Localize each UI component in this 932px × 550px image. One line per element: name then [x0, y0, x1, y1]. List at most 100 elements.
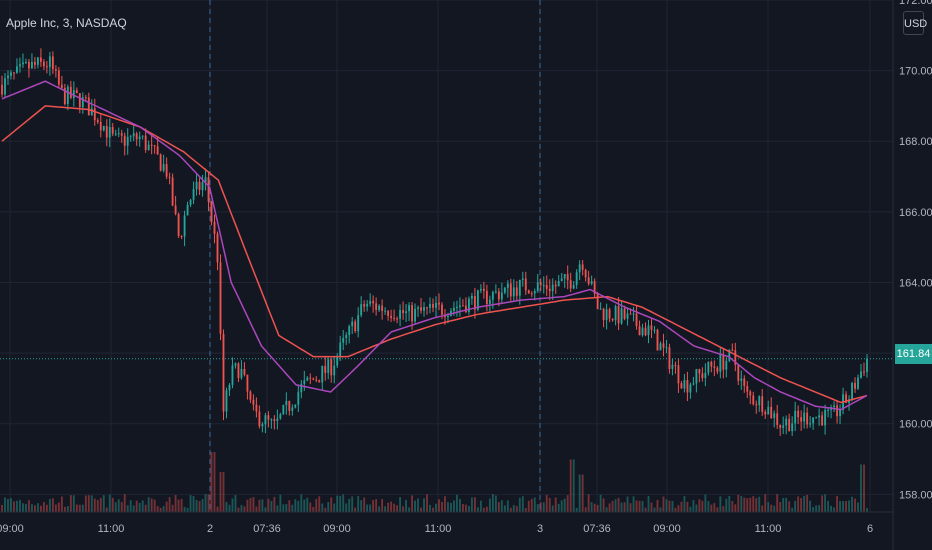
candle — [276, 409, 279, 430]
volume-bar — [596, 504, 599, 512]
volume-bar — [333, 503, 336, 512]
candle-body — [812, 417, 815, 424]
volume-bar — [761, 505, 764, 512]
volume-bar — [351, 496, 354, 512]
candle-body — [147, 144, 150, 150]
volume-bar — [854, 498, 856, 512]
candle-body — [369, 300, 372, 304]
candle — [129, 134, 132, 142]
volume-bar — [836, 495, 838, 512]
candle-body — [806, 412, 809, 425]
candle-body — [429, 304, 431, 308]
candle-body — [273, 419, 276, 421]
volume-bar — [824, 494, 827, 512]
volume-bar — [608, 503, 611, 512]
candle-body — [255, 404, 258, 412]
volume-bar — [611, 500, 614, 512]
candle-body — [638, 326, 641, 336]
moving-averages — [1, 80, 868, 411]
volume-bar — [42, 502, 45, 512]
candle — [515, 281, 518, 301]
candle — [84, 94, 87, 102]
volume-bar — [300, 494, 303, 512]
candle — [761, 389, 764, 416]
candle — [578, 260, 581, 281]
candle — [482, 281, 485, 299]
volume-bar — [105, 507, 108, 512]
candle-body — [63, 87, 66, 105]
candle — [818, 408, 821, 426]
candle-body — [845, 394, 847, 403]
candle-body — [201, 182, 204, 191]
volume-bar — [312, 506, 315, 512]
candle-body — [57, 70, 60, 85]
candle-body — [4, 78, 6, 95]
volume-bar — [60, 496, 63, 512]
candle-body — [138, 136, 141, 140]
volume-bar — [414, 500, 416, 512]
candle-body — [432, 304, 434, 308]
candle-body — [36, 57, 39, 65]
candle — [7, 70, 9, 86]
candle-body — [435, 302, 437, 308]
candle — [186, 201, 189, 216]
volume-bar — [764, 494, 767, 512]
candle-body — [252, 399, 255, 405]
candle-body — [66, 86, 69, 105]
candle-body — [42, 61, 45, 67]
volume-bar — [485, 506, 488, 512]
candle — [494, 284, 497, 294]
price-axis: 158.00160.00162.00164.00166.00168.00170.… — [892, 0, 932, 550]
candle — [638, 320, 641, 336]
volume-bar — [767, 502, 770, 512]
candle-body — [740, 378, 743, 381]
x-tick-label: 3 — [537, 523, 543, 535]
volume-bar — [285, 504, 288, 512]
candle-body — [698, 369, 701, 374]
candle — [782, 416, 785, 435]
volume-bar — [593, 503, 596, 512]
candle-body — [725, 360, 728, 370]
candle — [405, 303, 407, 322]
volume-bar — [683, 496, 686, 512]
candle-body — [240, 369, 243, 379]
candle-body — [554, 284, 557, 287]
candle-body — [351, 321, 354, 327]
candle-body — [785, 418, 788, 426]
candle-body — [857, 377, 859, 389]
volume-bar — [330, 497, 333, 512]
candle — [485, 284, 488, 312]
volume-bar — [411, 495, 413, 512]
candle — [459, 297, 461, 317]
candle — [228, 383, 231, 397]
volume-bar — [177, 499, 180, 512]
candle — [303, 370, 306, 391]
candle-body — [456, 306, 458, 308]
candle-body — [366, 303, 369, 307]
volume-bar — [578, 474, 581, 512]
candle-body — [402, 310, 405, 314]
volume-bar — [318, 496, 321, 512]
volume-bar — [689, 506, 692, 512]
candle-body — [515, 287, 518, 296]
candle-body — [572, 285, 575, 289]
candle-body — [420, 307, 422, 311]
volume-bar — [31, 504, 33, 512]
candle — [599, 302, 602, 310]
candle — [42, 58, 45, 70]
candle — [147, 140, 150, 151]
y-tick-label: 160.00 — [899, 419, 932, 431]
candle-body — [354, 321, 357, 332]
candle — [656, 328, 659, 351]
candle — [587, 270, 590, 286]
candle-body — [99, 121, 102, 131]
candle-body — [746, 386, 749, 392]
volume-bar — [69, 495, 72, 512]
currency-button[interactable]: USD — [903, 11, 927, 35]
candle-body — [566, 273, 569, 281]
candle — [315, 376, 318, 383]
candle-body — [114, 133, 117, 135]
candle — [545, 275, 548, 297]
volume-bar — [231, 498, 234, 512]
